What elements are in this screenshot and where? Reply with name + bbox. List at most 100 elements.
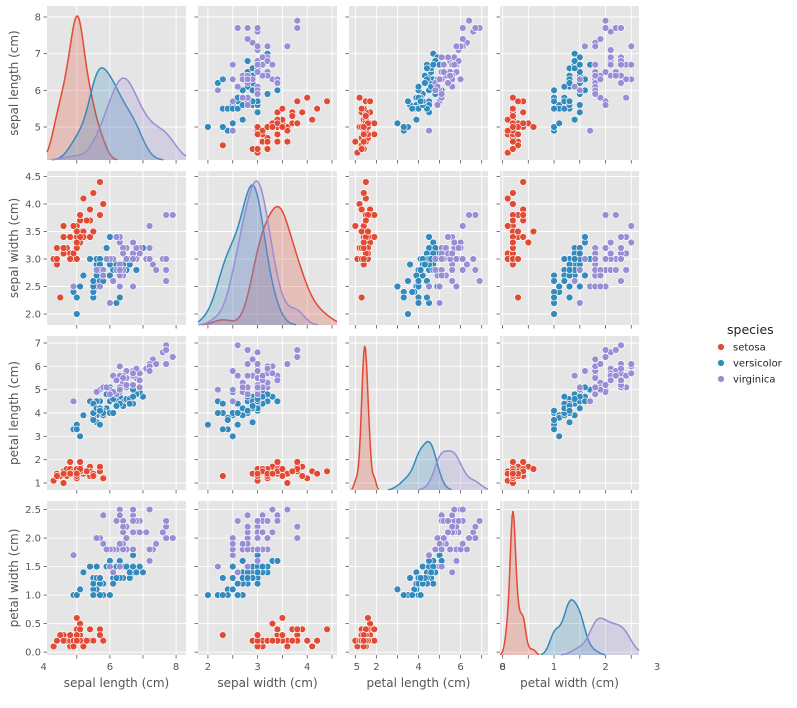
point-setosa — [524, 238, 533, 247]
point-virginica — [596, 360, 605, 368]
point-versicolor — [550, 425, 558, 434]
point-virginica — [606, 60, 615, 69]
point-setosa — [357, 145, 366, 153]
point-setosa — [514, 97, 522, 106]
point-virginica — [475, 517, 484, 525]
point-setosa — [49, 642, 58, 651]
point-setosa — [313, 637, 321, 645]
point-versicolor — [404, 310, 412, 318]
legend-label-versicolor: versicolor — [733, 359, 783, 370]
point-virginica — [229, 75, 237, 84]
point-virginica — [238, 93, 247, 102]
point-virginica — [122, 255, 131, 263]
point-versicolor — [555, 282, 563, 291]
point-virginica — [229, 97, 237, 106]
point-virginica — [253, 42, 262, 51]
y-tick-label: 2.5 — [25, 505, 41, 516]
point-versicolor — [129, 392, 137, 401]
point-virginica — [162, 360, 170, 368]
point-setosa — [529, 123, 538, 131]
panel-3-2 — [345, 501, 488, 659]
panel-3-3 — [496, 501, 640, 659]
point-setosa — [268, 469, 277, 478]
point-setosa — [66, 255, 74, 263]
point-setosa — [504, 115, 512, 124]
point-virginica — [425, 126, 433, 135]
point-setosa — [76, 458, 84, 466]
y-tick-label: 2.0 — [25, 534, 41, 545]
point-versicolor — [560, 277, 569, 285]
point-versicolor — [253, 108, 262, 117]
point-virginica — [606, 46, 615, 54]
point-virginica — [116, 362, 124, 371]
point-virginica — [162, 346, 170, 354]
point-versicolor — [132, 266, 141, 274]
point-setosa — [53, 637, 61, 645]
point-versicolor — [550, 293, 558, 302]
point-versicolor — [581, 233, 589, 241]
legend-label-setosa: setosa — [733, 343, 766, 354]
point-virginica — [433, 101, 442, 109]
point-versicolor — [214, 79, 222, 87]
point-setosa — [514, 255, 522, 263]
point-virginica — [459, 24, 467, 32]
x-tick-label: 0 — [499, 662, 505, 673]
point-virginica — [243, 35, 252, 43]
point-versicolor — [570, 49, 579, 58]
point-versicolor — [560, 392, 569, 401]
point-virginica — [248, 38, 257, 47]
point-versicolor — [414, 277, 423, 285]
point-setosa — [529, 465, 538, 473]
point-virginica — [102, 383, 111, 392]
point-virginica — [69, 282, 78, 291]
point-versicolor — [576, 53, 584, 62]
kde-line-virginica — [51, 77, 187, 161]
point-virginica — [145, 244, 154, 252]
point-virginica — [601, 16, 610, 25]
point-virginica — [243, 101, 252, 109]
x-axis-label: sepal width (cm) — [217, 676, 317, 690]
point-versicolor — [416, 591, 425, 599]
y-tick-label: 5 — [35, 385, 41, 396]
point-versicolor — [109, 579, 117, 588]
kde-area-versicolor — [349, 441, 488, 490]
kde-area-versicolor — [47, 67, 186, 160]
point-versicolor — [263, 90, 272, 98]
point-virginica — [253, 557, 262, 565]
point-virginica — [135, 376, 144, 385]
kde-line-setosa — [46, 15, 118, 161]
panel-1-3 — [496, 171, 639, 329]
point-setosa — [66, 458, 74, 466]
point-setosa — [59, 244, 68, 252]
y-tick-label: 0.5 — [25, 619, 41, 630]
point-setosa — [59, 469, 68, 478]
point-versicolor — [576, 249, 584, 258]
point-setosa — [89, 472, 98, 480]
panel-background — [500, 501, 639, 655]
point-setosa — [362, 216, 370, 225]
point-versicolor — [570, 395, 579, 403]
y-tick-label: 3.5 — [25, 227, 41, 238]
point-virginica — [238, 383, 247, 392]
point-virginica — [263, 57, 272, 65]
point-setosa — [253, 123, 262, 131]
point-virginica — [253, 517, 262, 525]
panel-0-3 — [496, 6, 639, 164]
point-versicolor — [400, 123, 408, 131]
point-virginica — [243, 390, 252, 399]
point-versicolor — [76, 432, 84, 441]
kde-line-virginica — [560, 617, 640, 656]
point-setosa — [519, 178, 527, 186]
panel-1-2 — [345, 171, 488, 329]
point-versicolor — [132, 568, 141, 576]
point-setosa — [283, 126, 292, 135]
point-setosa — [273, 130, 282, 139]
point-virginica — [162, 517, 170, 525]
point-versicolor — [560, 255, 569, 263]
point-virginica — [129, 369, 137, 378]
point-virginica — [627, 60, 635, 69]
point-virginica — [234, 517, 242, 525]
point-versicolor — [560, 82, 569, 91]
point-virginica — [268, 60, 277, 69]
point-virginica — [243, 346, 252, 354]
